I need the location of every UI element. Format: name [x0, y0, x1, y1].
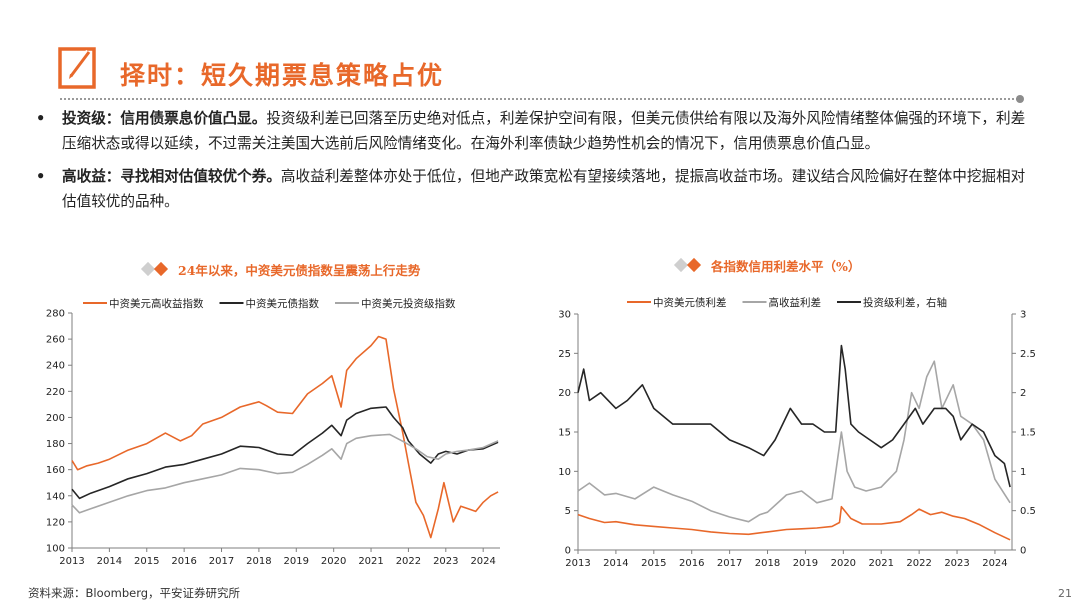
legend-label: 中资美元高收益指数	[109, 297, 204, 310]
y-tick-label: 240	[46, 361, 65, 372]
bullet-lead: 高收益：寻找相对估值较优个券。	[62, 168, 281, 185]
y-tick-label: 25	[558, 349, 571, 360]
y2-tick-label: 0.5	[1020, 506, 1036, 517]
x-tick-label: 2024	[982, 558, 1007, 569]
series-line-2	[71, 406, 499, 500]
series-line-1	[71, 335, 499, 539]
x-tick-label: 2014	[603, 558, 628, 569]
y-tick-label: 200	[46, 413, 65, 424]
x-tick-label: 2020	[831, 558, 856, 569]
x-tick-label: 2016	[679, 558, 704, 569]
x-tick-label: 2023	[944, 558, 969, 569]
x-tick-label: 2022	[396, 556, 421, 567]
legend-label: 中资美元投资级指数	[361, 297, 456, 310]
y-tick-label: 120	[46, 517, 65, 528]
bullet-body: 高收益利差整体亦处于低位，但地产政策宽松有望接续落地，提振高收益市场。建议结合风…	[62, 168, 1026, 210]
x-tick-label: 2013	[565, 558, 590, 569]
x-tick-label: 2021	[869, 558, 894, 569]
bullet-high-yield: • 高收益：寻找相对估值较优个券。高收益利差整体亦处于低位，但地产政策宽松有望接续…	[34, 164, 1034, 214]
x-tick-label: 2020	[321, 556, 346, 567]
legend-label: 中资美元债利差	[653, 296, 727, 309]
y-tick-label: 20	[558, 388, 571, 399]
bullet-investment-grade: • 投资级：信用债票息价值凸显。投资级利差已回落至历史绝对低点，利差保护空间有限，…	[34, 106, 1034, 156]
x-tick-label: 2024	[470, 556, 495, 567]
y-tick-label: 10	[558, 467, 571, 478]
y-tick-label: 5	[565, 506, 571, 517]
divider-end-dot	[1016, 95, 1024, 103]
chart-credit-spread: 0 5 10 15 20 25 30 0 0.5 1 1.5 2 2.5 3 2013 2014 2015 201…	[558, 296, 1036, 569]
chart2-title-text: 各指数信用利差水平（%）	[711, 258, 861, 274]
bullet-marker: •	[36, 168, 46, 185]
y-tick-label: 30	[558, 310, 571, 321]
x-tick-label: 2017	[209, 556, 234, 567]
y-tick-label: 160	[46, 465, 65, 476]
y2-tick-label: 3	[1020, 310, 1026, 321]
x-tick-label: 2019	[793, 558, 818, 569]
x-tick-label: 2014	[97, 556, 122, 567]
y-tick-label: 0	[565, 546, 571, 557]
x-tick-label: 2016	[171, 556, 196, 567]
x-tick-label: 2023	[433, 556, 458, 567]
y-tick-label: 180	[46, 439, 65, 450]
bullet-list: • 投资级：信用债票息价值凸显。投资级利差已回落至历史绝对低点，利差保护空间有限，…	[34, 106, 1034, 222]
y-tick-label: 280	[46, 309, 65, 320]
bullet-body: 投资级利差已回落至历史绝对低点，利差保护空间有限，但美元债供给有限以及海外风险情…	[62, 110, 1026, 152]
diamond-icon	[153, 261, 169, 277]
chart2-title: 各指数信用利差水平（%）	[673, 255, 861, 275]
source-note: 资料来源：Bloomberg，平安证券研究所	[28, 586, 241, 600]
bullet-lead: 投资级：信用债票息价值凸显。	[62, 110, 267, 127]
y2-tick-label: 2.5	[1020, 349, 1036, 360]
legend-label: 投资级利差，右轴	[863, 296, 947, 309]
x-tick-label: 2017	[717, 558, 742, 569]
y2-tick-label: 1.5	[1020, 428, 1036, 439]
y-tick-label: 15	[558, 428, 571, 439]
y-tick-label: 140	[46, 491, 65, 502]
legend-label: 高收益利差	[769, 296, 822, 309]
x-tick-label: 2015	[134, 556, 159, 567]
series-line-2	[577, 360, 1011, 523]
page-title: 择时：短久期票息策略占优	[120, 61, 445, 90]
chart1-title-text: 24年以来，中资美元债指数呈震荡上行走势	[178, 262, 421, 278]
x-tick-label: 2018	[246, 556, 271, 567]
x-tick-label: 2019	[284, 556, 309, 567]
y2-tick-label: 2	[1020, 388, 1026, 399]
y-tick-label: 260	[46, 335, 65, 346]
x-tick-label: 2022	[906, 558, 931, 569]
chart-index-trend: 100 120 140 160 180 200 220 240 260 280 2013 2014 20…	[46, 297, 500, 567]
x-tick-label: 2018	[755, 558, 780, 569]
y-tick-label: 220	[46, 387, 65, 398]
chart1-title: 24年以来，中资美元债指数呈震荡上行走势	[140, 259, 421, 279]
x-tick-label: 2021	[358, 556, 383, 567]
y2-tick-label: 1	[1020, 467, 1026, 478]
diamond-icon	[686, 257, 702, 273]
series-line-3	[71, 433, 499, 514]
x-tick-label: 2015	[641, 558, 666, 569]
x-tick-label: 2013	[59, 556, 84, 567]
series-line-3	[577, 344, 1011, 488]
bullet-marker: •	[36, 110, 46, 127]
title-divider	[60, 98, 1022, 100]
y2-tick-label: 0	[1020, 546, 1026, 557]
legend-label: 中资美元债指数	[246, 297, 320, 310]
y-tick-label: 100	[46, 544, 65, 555]
series-line-1	[577, 505, 1011, 541]
page-number: 21	[1058, 587, 1072, 600]
pencil-note-icon	[58, 47, 96, 89]
